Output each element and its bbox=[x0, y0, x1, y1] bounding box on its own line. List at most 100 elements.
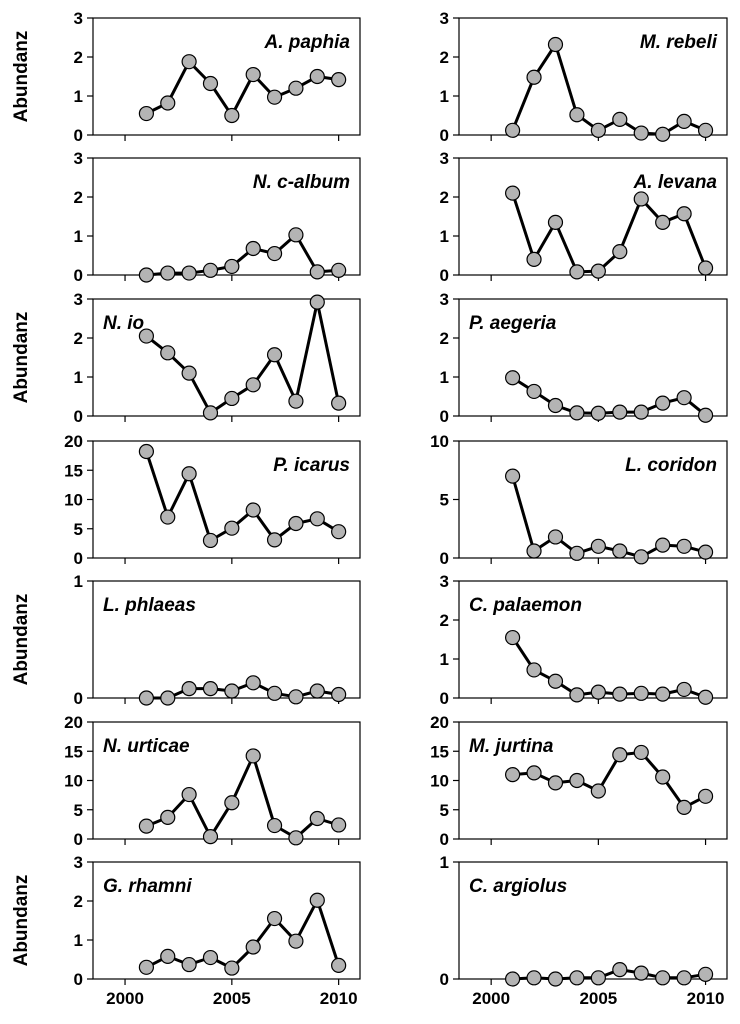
species-title: N. urticae bbox=[103, 736, 190, 757]
data-point bbox=[676, 970, 692, 986]
data-point bbox=[655, 395, 671, 411]
panel-n-io: 0 1 2 3 N. io bbox=[74, 290, 361, 426]
y-tick-label: 15 bbox=[64, 742, 83, 761]
data-point bbox=[309, 683, 325, 699]
data-point bbox=[633, 125, 649, 141]
series-line bbox=[511, 376, 707, 417]
panel-a-paphia: 0 1 2 3 A. paphia bbox=[74, 9, 361, 145]
y-tick-label: 0 bbox=[440, 407, 449, 426]
data-point bbox=[697, 260, 714, 276]
y-tick-label: 0 bbox=[74, 689, 83, 708]
data-point bbox=[202, 262, 219, 278]
data-point bbox=[526, 970, 542, 986]
species-title: M. rebeli bbox=[640, 32, 718, 53]
series-line bbox=[512, 750, 707, 809]
data-point bbox=[266, 347, 283, 363]
y-tick-label: 1 bbox=[440, 227, 449, 246]
data-point bbox=[655, 970, 671, 986]
data-point bbox=[160, 809, 176, 825]
data-point bbox=[181, 466, 197, 482]
data-point bbox=[224, 683, 240, 699]
data-point bbox=[504, 185, 521, 201]
data-point bbox=[224, 795, 240, 811]
data-point bbox=[224, 960, 240, 976]
data-point bbox=[697, 689, 714, 705]
y-tick-label: 1 bbox=[440, 650, 449, 669]
data-point bbox=[569, 107, 585, 123]
panel-frame bbox=[92, 298, 361, 417]
data-point bbox=[612, 244, 628, 260]
data-point bbox=[676, 390, 692, 406]
series-line bbox=[144, 451, 340, 542]
panel-c-argiolus: 0 1 C. argiolus bbox=[440, 853, 728, 989]
data-point bbox=[331, 957, 347, 973]
panel-c-palaemon: 0 1 2 3 C. palaemon bbox=[440, 572, 728, 708]
data-point bbox=[245, 240, 261, 257]
series-line bbox=[145, 60, 339, 117]
data-point bbox=[547, 36, 564, 53]
data-point bbox=[138, 443, 154, 460]
panel-l-coridon: 0 5 10 L. coridon bbox=[430, 432, 728, 568]
y-tick-label: 10 bbox=[64, 772, 83, 791]
data-point bbox=[612, 686, 628, 702]
data-point bbox=[245, 502, 261, 518]
y-tick-label: 3 bbox=[440, 9, 449, 28]
x-tick-label: 2010 bbox=[320, 989, 358, 1008]
y-tick-label: 0 bbox=[74, 830, 83, 849]
data-point bbox=[633, 404, 649, 420]
y-axis-label: Abundanz bbox=[11, 875, 32, 967]
data-point bbox=[309, 892, 325, 908]
data-point bbox=[547, 775, 564, 791]
species-title: P. icarus bbox=[273, 455, 350, 476]
x-tick-label: 2000 bbox=[106, 989, 144, 1008]
panel-frame bbox=[458, 580, 728, 699]
data-point bbox=[160, 265, 176, 281]
y-axis-label: Abundanz bbox=[11, 312, 32, 404]
y-tick-label: 0 bbox=[440, 266, 449, 285]
data-point bbox=[181, 681, 197, 697]
series-line bbox=[511, 636, 707, 699]
data-point bbox=[655, 214, 671, 230]
data-point bbox=[569, 405, 585, 421]
data-point bbox=[138, 818, 154, 834]
species-title: G. rhamni bbox=[103, 876, 192, 897]
y-tick-label: 0 bbox=[440, 126, 449, 145]
y-tick-label: 0 bbox=[74, 407, 83, 426]
data-point bbox=[331, 817, 347, 833]
y-tick-label: 3 bbox=[440, 572, 449, 591]
data-point bbox=[309, 264, 325, 280]
data-point bbox=[266, 817, 283, 834]
data-point bbox=[612, 111, 628, 128]
y-tick-label: 20 bbox=[430, 713, 449, 732]
data-point bbox=[288, 515, 304, 532]
panel-m-jurtina: 0 5 10 15 20 M. jurtina bbox=[430, 713, 728, 849]
data-point bbox=[655, 769, 671, 785]
data-point bbox=[288, 393, 304, 409]
data-point bbox=[547, 673, 564, 689]
series-line bbox=[511, 475, 706, 559]
y-tick-label: 3 bbox=[74, 290, 83, 309]
y-tick-label: 0 bbox=[440, 970, 449, 989]
data-point bbox=[547, 397, 564, 414]
data-point bbox=[569, 970, 585, 986]
data-point bbox=[504, 370, 521, 386]
data-point bbox=[504, 629, 521, 646]
data-point bbox=[655, 126, 671, 142]
y-tick-label: 2 bbox=[74, 892, 83, 911]
y-tick-label: 10 bbox=[430, 772, 449, 791]
y-tick-label: 1 bbox=[74, 931, 83, 950]
data-point bbox=[160, 345, 176, 361]
y-tick-label: 5 bbox=[440, 801, 449, 820]
y-tick-label: 2 bbox=[74, 48, 83, 67]
data-point bbox=[697, 788, 714, 804]
data-point bbox=[331, 686, 347, 703]
y-tick-label: 10 bbox=[64, 491, 83, 510]
data-point bbox=[288, 830, 304, 846]
data-point bbox=[633, 965, 649, 981]
data-point bbox=[655, 686, 671, 702]
data-point bbox=[504, 971, 521, 987]
series-line bbox=[511, 192, 707, 274]
data-point bbox=[202, 681, 219, 697]
species-title: P. aegeria bbox=[469, 313, 557, 334]
panel-frame bbox=[92, 580, 361, 699]
